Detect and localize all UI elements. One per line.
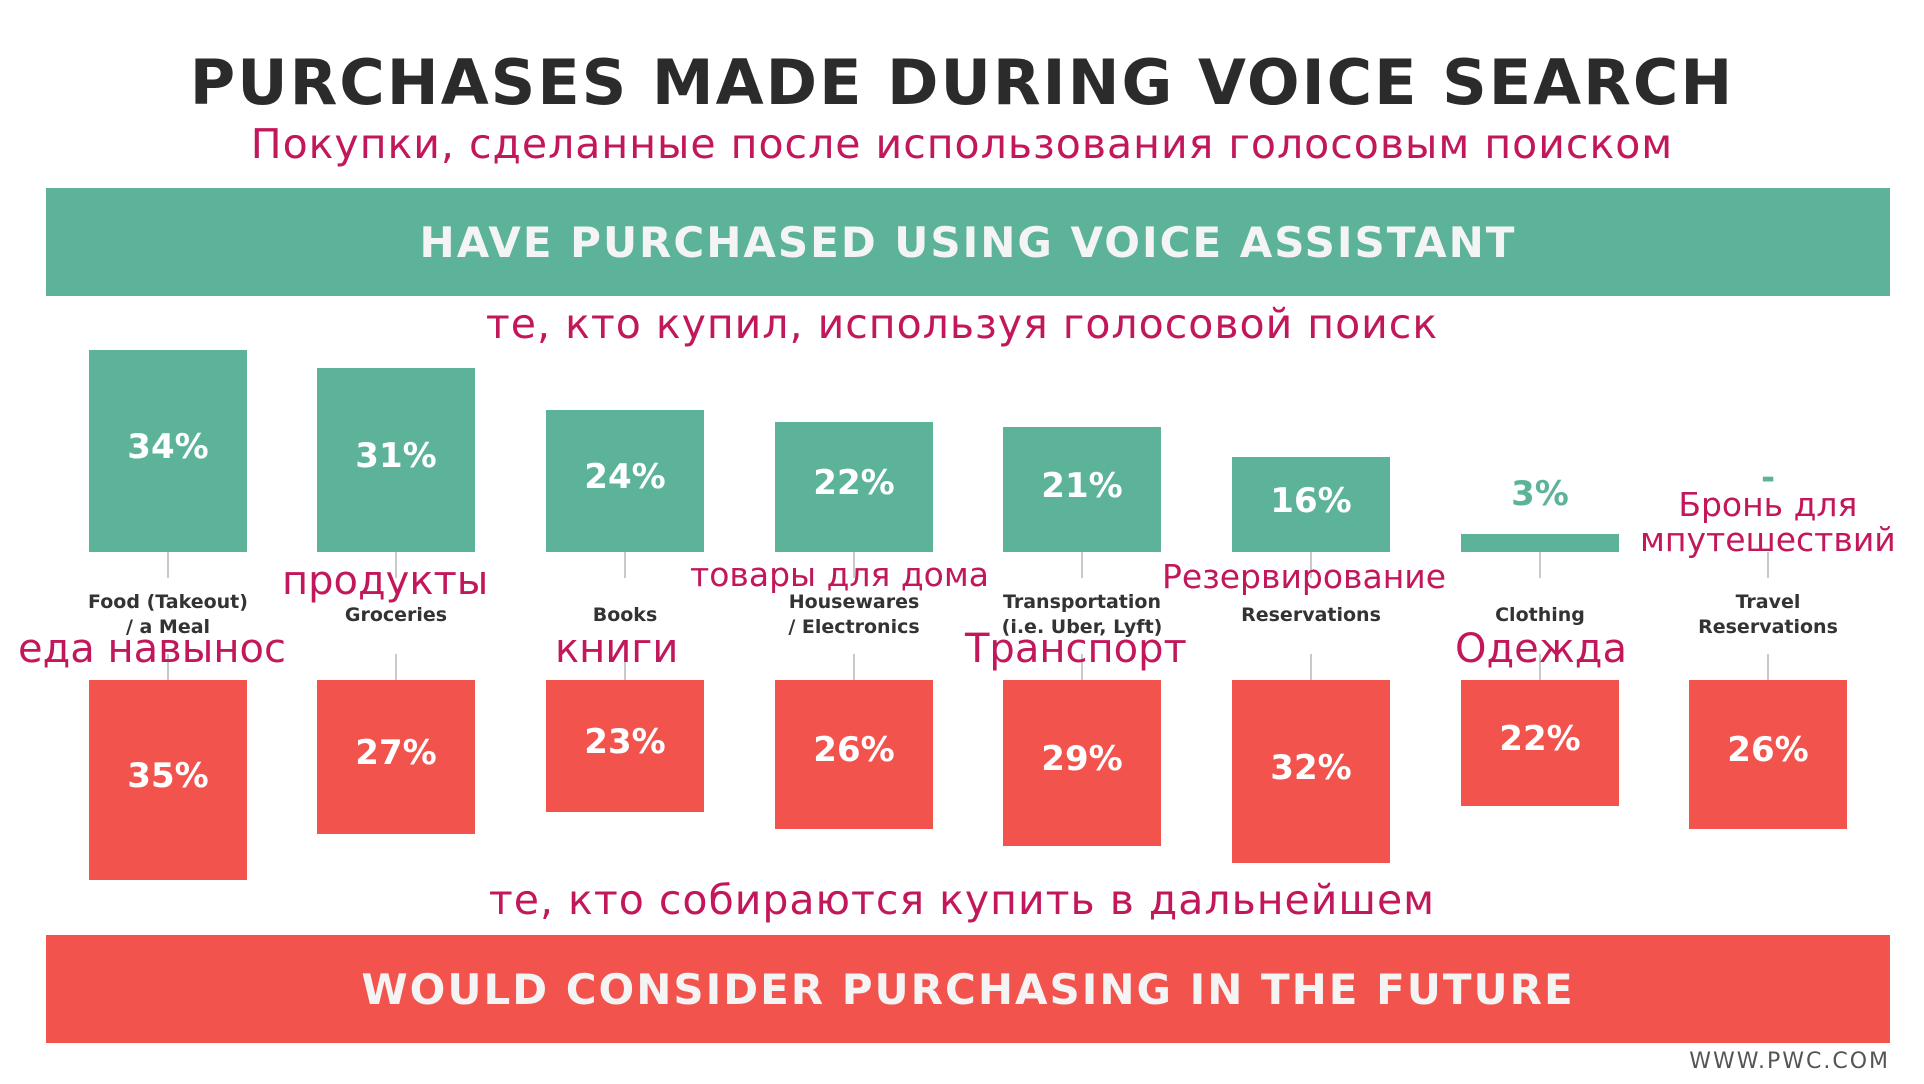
category-label: Housewares / Electronics (788, 591, 920, 638)
category-tick-bottom (624, 654, 626, 680)
purchased-bar (1232, 457, 1390, 552)
category-label-ru: Бронь для мпутешествий (1640, 485, 1896, 559)
purchased-bar (1003, 427, 1161, 552)
future-bar (1461, 680, 1619, 806)
category-label-ru: Резервирование (1162, 557, 1447, 596)
future-banner: WOULD CONSIDER PURCHASING IN THE FUTURE (46, 935, 1890, 1043)
future-value-label: 29% (1041, 738, 1123, 779)
future-bar (1689, 680, 1847, 829)
category-label-ru: Транспорт (965, 626, 1187, 672)
category-label-ru: Одежда (1455, 626, 1627, 672)
purchased-bar (1461, 534, 1619, 552)
category-label: Clothing (1495, 604, 1585, 626)
purchased-value-label: - (1760, 458, 1776, 498)
future-bar (317, 680, 475, 835)
future-bar (1232, 680, 1390, 864)
category-tick-bottom (1767, 654, 1769, 680)
category-tick-top (1310, 552, 1312, 578)
purchased-banner: HAVE PURCHASED USING VOICE ASSISTANT (46, 188, 1890, 296)
future-value-label: 26% (813, 730, 895, 771)
future-value-label: 26% (1727, 730, 1809, 771)
purchased-bar (775, 421, 933, 552)
category-label: Travel Reservations (1698, 591, 1838, 638)
category-label-ru: продукты (282, 558, 489, 604)
future-bar (89, 680, 247, 881)
category-label: Reservations (1241, 604, 1381, 626)
category-tick-bottom (1310, 654, 1312, 680)
purchased-bar (546, 409, 704, 552)
future-value-label: 23% (584, 721, 666, 762)
category-label: Books (592, 604, 658, 626)
purchased-value-label: 16% (1270, 480, 1352, 521)
category-tick-top (395, 552, 397, 578)
future-bar (1003, 680, 1161, 846)
purchased-value-label: 21% (1041, 465, 1123, 506)
purchased-label-ru: те, кто купил, используя голосовой поиск (485, 300, 1439, 348)
category-label-ru: товары для дома (690, 555, 989, 594)
category-tick-top (853, 552, 855, 578)
chart-subtitle-ru: Покупки, сделанные после использования г… (250, 120, 1674, 168)
future-value-label: 22% (1499, 718, 1581, 759)
future-bar (775, 680, 933, 829)
purchased-bar (317, 368, 475, 552)
purchased-value-label: 3% (1511, 474, 1569, 515)
future-value-label: 35% (127, 756, 209, 797)
category-tick-bottom (395, 654, 397, 680)
purchased-value-label: 24% (584, 456, 666, 497)
category-tick-bottom (1539, 654, 1541, 680)
category-tick-top (1081, 552, 1083, 578)
category-tick-bottom (853, 654, 855, 680)
purchased-value-label: 34% (127, 427, 209, 468)
category-label-ru: книги (555, 626, 679, 672)
source-label: WWW.PWC.COM (1689, 1049, 1890, 1074)
future-banner-label: WOULD CONSIDER PURCHASING IN THE FUTURE (361, 964, 1575, 1014)
category-tick-top (1767, 552, 1769, 578)
category-label: Groceries (344, 604, 448, 626)
purchased-value-label: 22% (813, 462, 895, 503)
purchased-bar (89, 350, 247, 552)
category-label: Food (Takeout) / a Meal (88, 591, 248, 638)
future-bar (546, 680, 704, 812)
future-value-label: 32% (1270, 747, 1352, 788)
category-tick-bottom (1081, 654, 1083, 680)
category-tick-top (1539, 552, 1541, 578)
category-tick-top (624, 552, 626, 578)
future-label-ru: те, кто собираются купить в дальнейшем (488, 876, 1436, 924)
future-value-label: 27% (355, 733, 437, 774)
category-label-ru: еда навынос (18, 626, 286, 672)
category-tick-top (167, 552, 169, 578)
purchased-banner-label: HAVE PURCHASED USING VOICE ASSISTANT (419, 217, 1517, 267)
chart-title: PURCHASES MADE DURING VOICE SEARCH (189, 46, 1735, 119)
category-label: Transportation (i.e. Uber, Lyft) (1001, 591, 1163, 638)
category-tick-bottom (167, 654, 169, 680)
purchased-value-label: 31% (355, 436, 437, 477)
